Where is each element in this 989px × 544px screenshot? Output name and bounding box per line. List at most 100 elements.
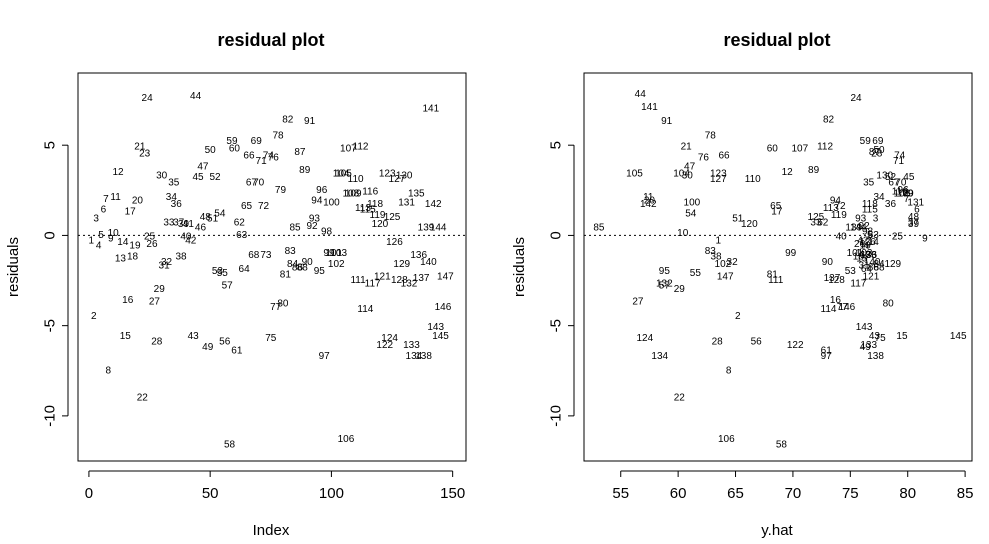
point-label: 82 (282, 114, 294, 125)
point-label: 126 (859, 237, 876, 248)
y-axis: -10 -5 0 5 (548, 141, 575, 427)
point-label: 94 (830, 196, 842, 207)
x-tick-label: 80 (899, 485, 916, 502)
point-label: 11 (643, 192, 654, 203)
point-label: 97 (319, 351, 331, 362)
point-label: 15 (120, 331, 132, 342)
point-label: 117 (850, 279, 866, 290)
point-label: 128 (391, 275, 408, 286)
point-label: 49 (860, 342, 872, 353)
point-label: 53 (212, 266, 224, 277)
residual-vs-index-panel: residual plot 0 50 100 150 -10-505 12345678… (5, 30, 467, 539)
point-label: 63 (868, 230, 880, 241)
point-label: 64 (861, 264, 873, 275)
point-label: 72 (834, 201, 846, 212)
point-label: 51 (207, 214, 219, 225)
point-label: 29 (674, 284, 686, 295)
x-axis-label: y.hat (761, 522, 793, 539)
point-label: 84 (287, 259, 299, 270)
point-label: 130 (876, 170, 893, 181)
point-label: 101 (325, 248, 342, 259)
point-label: 26 (854, 239, 866, 250)
point-label: 100 (323, 197, 340, 208)
point-label: 75 (265, 333, 277, 344)
point-label: 69 (251, 136, 263, 147)
point-label: 146 (435, 302, 452, 313)
point-label: 75 (875, 333, 887, 344)
point-label: 110 (348, 174, 364, 185)
point-label: 121 (374, 271, 391, 282)
point-label: 129 (884, 259, 901, 270)
point-label: 130 (396, 170, 413, 181)
point-label: 44 (190, 91, 202, 102)
point-label: 90 (302, 257, 314, 268)
point-label: 86 (868, 262, 880, 273)
point-label: 30 (156, 170, 168, 181)
point-label: 21 (134, 141, 146, 152)
point-labels: 1234567891011121314151617181920212223242… (89, 91, 455, 450)
point-label: 83 (285, 246, 297, 257)
point-label: 106 (718, 434, 735, 445)
point-label: 56 (751, 336, 763, 347)
point-label: 145 (950, 331, 967, 342)
point-label: 22 (137, 392, 149, 403)
x-tick-label: 85 (957, 485, 974, 502)
point-label: 112 (353, 141, 369, 152)
point-label: 62 (234, 217, 246, 228)
point-label: 2 (735, 311, 741, 322)
point-label: 141 (641, 102, 658, 113)
point-label: 120 (741, 219, 758, 230)
point-label: 20 (132, 196, 144, 207)
point-label: 110 (745, 174, 761, 185)
point-label: 98 (862, 226, 874, 237)
point-label: 133 (403, 340, 420, 351)
point-label: 65 (770, 201, 782, 212)
point-label: 45 (903, 172, 915, 183)
point-label: 114 (357, 304, 373, 315)
point-label: 124 (636, 333, 653, 344)
point-label: 132 (401, 279, 418, 290)
point-label: 48 (200, 212, 212, 223)
point-label: 129 (393, 259, 410, 270)
point-label: 142 (640, 199, 657, 210)
point-label: 119 (370, 210, 386, 221)
point-label: 16 (122, 295, 134, 306)
point-label: 119 (831, 210, 847, 221)
point-label: 7 (904, 194, 910, 205)
point-label: 50 (873, 145, 885, 156)
point-label: 108 (342, 188, 359, 199)
y-axis-label: residuals (5, 237, 22, 297)
point-label: 58 (776, 439, 788, 450)
x-tick-label: 65 (727, 485, 744, 502)
point-label: 132 (656, 279, 673, 290)
point-label: 59 (860, 136, 872, 147)
point-label: 33 (810, 217, 822, 228)
point-label: 123 (379, 169, 396, 180)
point-label: 134 (651, 351, 668, 362)
point-label: 28 (871, 149, 883, 160)
x-tick-label: 100 (319, 485, 344, 502)
point-label: 12 (782, 167, 794, 178)
point-label: 57 (222, 280, 234, 291)
point-label: 71 (256, 156, 268, 167)
point-label: 117 (365, 279, 381, 290)
point-label: 76 (698, 152, 710, 163)
point-label: 100 (684, 197, 701, 208)
point-label: 12 (112, 167, 124, 178)
point-label: 80 (277, 298, 289, 309)
point-label: 143 (856, 322, 873, 333)
point-label: 91 (661, 116, 673, 127)
y-tick-label: 0 (42, 231, 59, 239)
point-label: 74 (263, 151, 275, 162)
point-label: 127 (710, 174, 727, 185)
point-label: 43 (188, 331, 200, 342)
point-label: 128 (828, 275, 845, 286)
point-label: 144 (430, 223, 447, 234)
point-label: 36 (171, 199, 183, 210)
y-tick-label: -5 (548, 319, 565, 332)
point-label: 54 (685, 208, 697, 219)
point-label: 5 (867, 230, 873, 241)
point-label: 77 (270, 302, 282, 313)
point-label: 38 (176, 252, 188, 263)
